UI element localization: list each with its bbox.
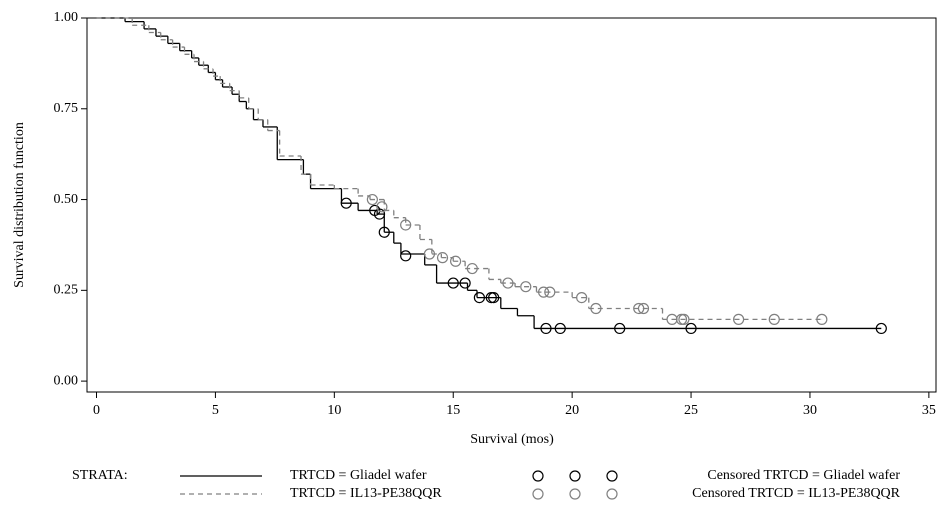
censor-mark [520, 281, 532, 293]
legend-marker [569, 470, 581, 482]
x-axis-label: Survival (mos) [470, 432, 554, 447]
censor-mark [816, 313, 828, 325]
legend-label: Censored TRTCD = IL13-PE38QQR [692, 486, 901, 501]
censor-mark [459, 277, 471, 289]
censor-mark [400, 219, 412, 231]
censor-mark [423, 248, 436, 260]
censor-mark [488, 291, 500, 304]
censor-mark [614, 322, 626, 335]
censor-mark [733, 313, 745, 325]
x-tick-label: 30 [803, 403, 817, 418]
legend-title: STRATA: [72, 468, 128, 483]
y-axis-label: Survival distribution function [12, 122, 27, 288]
y-tick-label: 1.00 [54, 10, 79, 25]
censor-mark [502, 277, 514, 289]
censor-mark [473, 291, 485, 304]
censor-mark [633, 302, 645, 315]
censor-mark [400, 250, 412, 262]
censor-mark [373, 208, 386, 220]
censor-mark [450, 255, 462, 267]
censor-mark [466, 262, 478, 275]
censor-mark [447, 277, 459, 289]
legend-marker [532, 470, 544, 482]
legend-marker [569, 488, 581, 500]
x-tick-label: 20 [565, 403, 579, 418]
legend-label: TRTCD = Gliadel wafer [290, 468, 427, 483]
censor-mark [590, 302, 602, 315]
x-tick-label: 10 [327, 403, 341, 418]
x-tick-label: 15 [446, 403, 460, 418]
censor-mark [576, 291, 588, 304]
censor-mark [685, 322, 697, 335]
y-tick-label: 0.25 [54, 283, 79, 298]
censor-mark [678, 313, 690, 325]
x-tick-label: 35 [922, 403, 936, 418]
y-tick-label: 0.75 [54, 101, 79, 116]
plot-frame [86, 17, 937, 393]
censor-mark [637, 302, 650, 315]
censor-mark [376, 201, 388, 213]
censor-mark [554, 322, 566, 335]
y-tick-label: 0.00 [54, 373, 79, 388]
censor-mark [768, 313, 780, 325]
censor-mark [544, 286, 556, 298]
x-tick-label: 5 [212, 403, 219, 418]
legend-marker [532, 488, 544, 500]
x-tick-label: 25 [684, 403, 698, 418]
censor-mark [538, 286, 550, 298]
legend-label: Censored TRTCD = Gliadel wafer [707, 468, 900, 483]
censor-mark [540, 322, 552, 335]
x-tick-label: 0 [93, 403, 100, 418]
legend-marker [606, 470, 618, 482]
legend-marker [606, 488, 618, 500]
legend-label: TRTCD = IL13-PE38QQR [290, 486, 442, 501]
censor-mark [366, 193, 378, 206]
y-tick-label: 0.50 [54, 192, 79, 207]
censor-mark [436, 252, 449, 264]
censor-mark [875, 322, 887, 335]
censor-mark [378, 226, 390, 238]
censor-mark [340, 197, 352, 209]
